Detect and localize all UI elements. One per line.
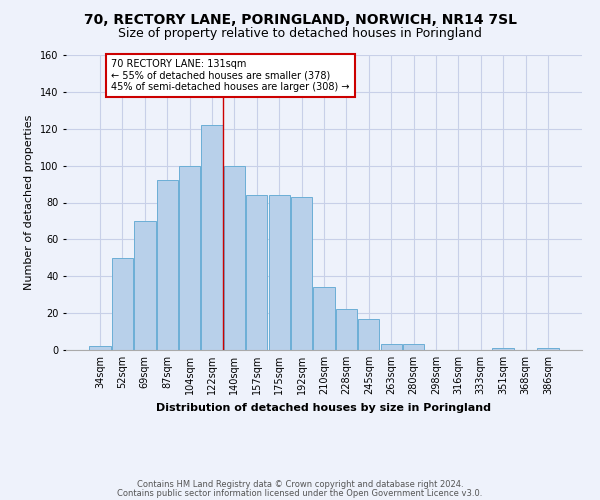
Text: Size of property relative to detached houses in Poringland: Size of property relative to detached ho… — [118, 28, 482, 40]
Text: Contains HM Land Registry data © Crown copyright and database right 2024.: Contains HM Land Registry data © Crown c… — [137, 480, 463, 489]
Text: 70, RECTORY LANE, PORINGLAND, NORWICH, NR14 7SL: 70, RECTORY LANE, PORINGLAND, NORWICH, N… — [83, 12, 517, 26]
Bar — [89, 346, 111, 350]
Bar — [336, 310, 357, 350]
Text: 70 RECTORY LANE: 131sqm
← 55% of detached houses are smaller (378)
45% of semi-d: 70 RECTORY LANE: 131sqm ← 55% of detache… — [111, 58, 350, 92]
Y-axis label: Number of detached properties: Number of detached properties — [25, 115, 34, 290]
Bar — [537, 348, 559, 350]
Bar — [224, 166, 245, 350]
Bar — [246, 195, 268, 350]
Bar — [202, 125, 223, 350]
Bar — [380, 344, 402, 350]
Bar — [358, 318, 379, 350]
Bar — [291, 197, 312, 350]
Bar — [493, 348, 514, 350]
Bar — [134, 221, 155, 350]
Bar — [157, 180, 178, 350]
Bar — [403, 344, 424, 350]
Bar — [112, 258, 133, 350]
Bar — [269, 195, 290, 350]
Bar — [179, 166, 200, 350]
Text: Contains public sector information licensed under the Open Government Licence v3: Contains public sector information licen… — [118, 490, 482, 498]
Bar — [313, 288, 335, 350]
X-axis label: Distribution of detached houses by size in Poringland: Distribution of detached houses by size … — [157, 402, 491, 412]
